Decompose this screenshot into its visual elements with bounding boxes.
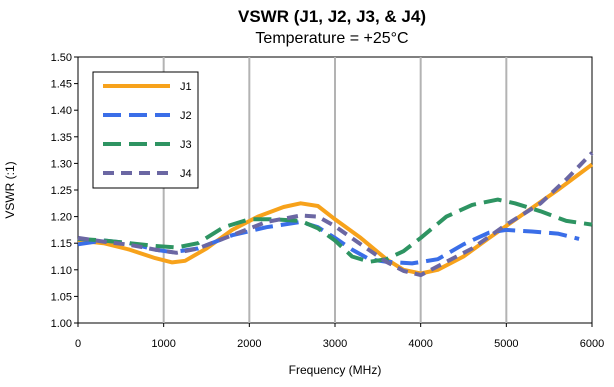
legend-items: J1 J2 J3 J4: [103, 81, 192, 180]
x-tick-labels: 0 1000 2000 3000 4000 5000 6000: [75, 323, 604, 350]
legend-label-j4: J4: [180, 168, 192, 180]
y-tick-label-8: 1.40: [51, 105, 72, 117]
y-tick-label-1: 1.05: [51, 291, 72, 303]
legend-box: [92, 71, 199, 189]
legend: J1 J2 J3 J4: [92, 71, 199, 189]
y-tick-label-0: 1.00: [51, 318, 72, 330]
x-tick-label-5: 5000: [494, 338, 518, 350]
x-tick-label-6: 6000: [580, 338, 604, 350]
chart-title: VSWR (J1, J2, J3, & J4): [238, 7, 426, 26]
legend-label-j3: J3: [180, 139, 192, 151]
y-tick-label-2: 1.10: [51, 265, 72, 277]
chart-subtitle: Temperature = +25°C: [255, 30, 408, 47]
y-tick-label-10: 1.50: [51, 52, 72, 64]
legend-label-j2: J2: [180, 110, 192, 122]
y-tick-label-3: 1.15: [51, 238, 72, 250]
legend-label-j1: J1: [180, 81, 192, 93]
x-tick-label-0: 0: [75, 338, 81, 350]
series-lines: [77, 151, 594, 278]
y-tick-label-6: 1.30: [51, 158, 72, 170]
y-tick-label-7: 1.35: [51, 132, 72, 144]
series-line-j4: [77, 151, 594, 278]
y-tick-label-9: 1.45: [51, 79, 72, 91]
x-tick-label-1: 1000: [151, 338, 175, 350]
y-tick-label-5: 1.25: [51, 185, 72, 197]
x-tick-label-3: 3000: [323, 338, 347, 350]
series-line-j3: [77, 197, 593, 264]
y-axis-label: VSWR (:1): [3, 161, 17, 218]
y-tick-labels: 1.00 1.05 1.10 1.15 1.20 1.25 1.30 1.35 1.40 1.45…: [51, 52, 78, 330]
x-tick-label-2: 2000: [237, 338, 261, 350]
x-tick-label-4: 4000: [408, 338, 432, 350]
y-tick-label-4: 1.20: [51, 212, 72, 224]
x-axis-label: Frequency (MHz): [289, 363, 382, 377]
